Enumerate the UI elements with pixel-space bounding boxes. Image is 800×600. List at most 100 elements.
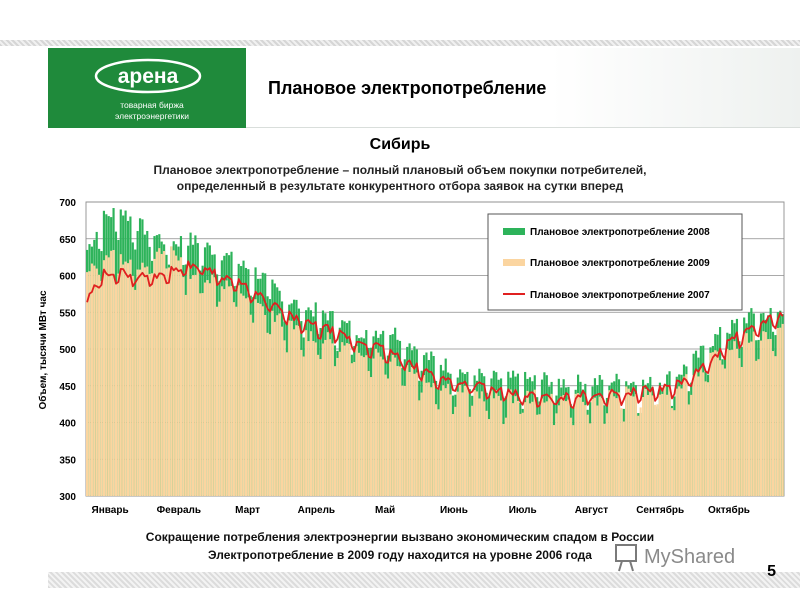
y-tick-label: 600 <box>59 272 76 283</box>
legend-label-2007: Плановое электропотребление 2007 <box>530 289 710 301</box>
bar-2009 <box>107 257 110 496</box>
bar-2009 <box>637 415 640 496</box>
bar-2009 <box>191 275 195 496</box>
bar-2009 <box>290 320 293 496</box>
bar-2009 <box>706 382 710 496</box>
bar-2009 <box>374 348 377 496</box>
bar-2009 <box>98 274 101 496</box>
bar-2009 <box>223 289 226 496</box>
bar-2009 <box>759 340 763 496</box>
bar-2009 <box>410 366 414 496</box>
watermark: MyShared <box>614 539 784 575</box>
bar-2009 <box>160 253 163 496</box>
bar-2009 <box>280 326 284 496</box>
bar-2009 <box>456 391 459 496</box>
bar-2009 <box>254 299 257 496</box>
bar-2009 <box>495 390 498 496</box>
bar-2009 <box>309 331 313 496</box>
bar-2009 <box>324 339 327 496</box>
bar-2009 <box>747 342 751 496</box>
bar-2009 <box>540 398 544 496</box>
x-axis-ticks: Январь Февраль Март Апрель Май Июнь Июль Август… <box>92 504 750 516</box>
bar-2009 <box>114 282 118 496</box>
bar-2009 <box>514 396 517 496</box>
bar-2009 <box>442 385 445 496</box>
bar-2009 <box>519 413 522 496</box>
bar-2009 <box>572 425 575 496</box>
bar-2009 <box>384 374 387 496</box>
bar-2009 <box>485 410 488 496</box>
bar-2009 <box>230 285 233 496</box>
bar-2009 <box>639 407 642 496</box>
bar-2009 <box>622 421 625 496</box>
bar-2009 <box>143 267 146 496</box>
bar-2009 <box>726 348 729 496</box>
bar-2009 <box>557 405 560 496</box>
bar-2009 <box>552 425 556 496</box>
bar-2009 <box>307 341 310 496</box>
bar-2009 <box>699 368 702 496</box>
y-tick-label: 400 <box>59 419 76 430</box>
bar-2009 <box>762 331 765 496</box>
bar-2009 <box>278 313 281 496</box>
bar-2009 <box>584 405 587 496</box>
y-tick-label: 500 <box>59 345 76 356</box>
bar-2009 <box>252 322 255 496</box>
bar-2009 <box>670 408 674 496</box>
header-title-area: Плановое электропотребление <box>246 48 800 128</box>
bar-2009 <box>538 414 541 496</box>
bar-2009 <box>435 404 438 496</box>
footer-line-1: Сокращение потребления электроэнергии вы… <box>145 530 655 544</box>
bar-2009 <box>124 261 127 496</box>
bar-2009 <box>370 377 373 496</box>
bar-2009 <box>386 378 390 496</box>
bar-2009 <box>184 294 187 496</box>
bar-2009 <box>105 255 108 496</box>
bar-2009 <box>745 333 748 496</box>
bar-2009 <box>292 329 296 496</box>
bar-2009 <box>577 393 580 496</box>
bar-2009 <box>365 355 368 496</box>
bar-2009 <box>471 405 474 496</box>
bar-2009 <box>167 267 171 496</box>
bar-2009 <box>331 343 334 496</box>
bar-2009 <box>261 306 264 496</box>
bar-2009 <box>714 350 717 496</box>
bar-2009 <box>492 398 495 496</box>
bar-2009 <box>319 359 322 496</box>
bar-2009 <box>649 390 652 496</box>
bar-2009 <box>779 327 782 496</box>
bar-2009 <box>215 306 219 496</box>
bar-2009 <box>589 423 592 496</box>
bar-2009 <box>305 330 308 496</box>
bar-2009 <box>562 395 565 496</box>
bar-2009 <box>367 370 370 496</box>
bar-2009 <box>264 314 267 496</box>
bar-2009 <box>194 274 197 496</box>
bar-2009 <box>632 396 635 496</box>
bar-2009 <box>372 358 375 496</box>
bar-2009 <box>406 364 409 496</box>
bar-2009 <box>398 366 402 496</box>
bar-2009 <box>750 341 753 496</box>
bar-2009 <box>654 404 657 496</box>
bar-2009 <box>379 356 382 496</box>
bar-2009 <box>521 412 524 496</box>
header-top-stripe <box>0 40 800 46</box>
bar-2009 <box>122 264 125 496</box>
legend-swatch-2009 <box>503 259 525 266</box>
bar-2009 <box>646 394 649 496</box>
bar-2009 <box>302 356 305 496</box>
bar-2009 <box>240 293 243 496</box>
bar-2009 <box>704 381 707 496</box>
bar-2009 <box>189 278 192 496</box>
bar-2009 <box>360 355 363 496</box>
bar-2009 <box>685 374 688 496</box>
bar-2009 <box>771 351 775 496</box>
legend: Плановое электропотребление 2008 Планово… <box>487 213 743 311</box>
bar-2009 <box>382 359 385 496</box>
bar-2009 <box>256 302 260 496</box>
bar-2009 <box>213 277 216 496</box>
bar-2009 <box>401 385 404 496</box>
logo-mark: арена товарная биржа электроэнергетики <box>94 58 202 121</box>
